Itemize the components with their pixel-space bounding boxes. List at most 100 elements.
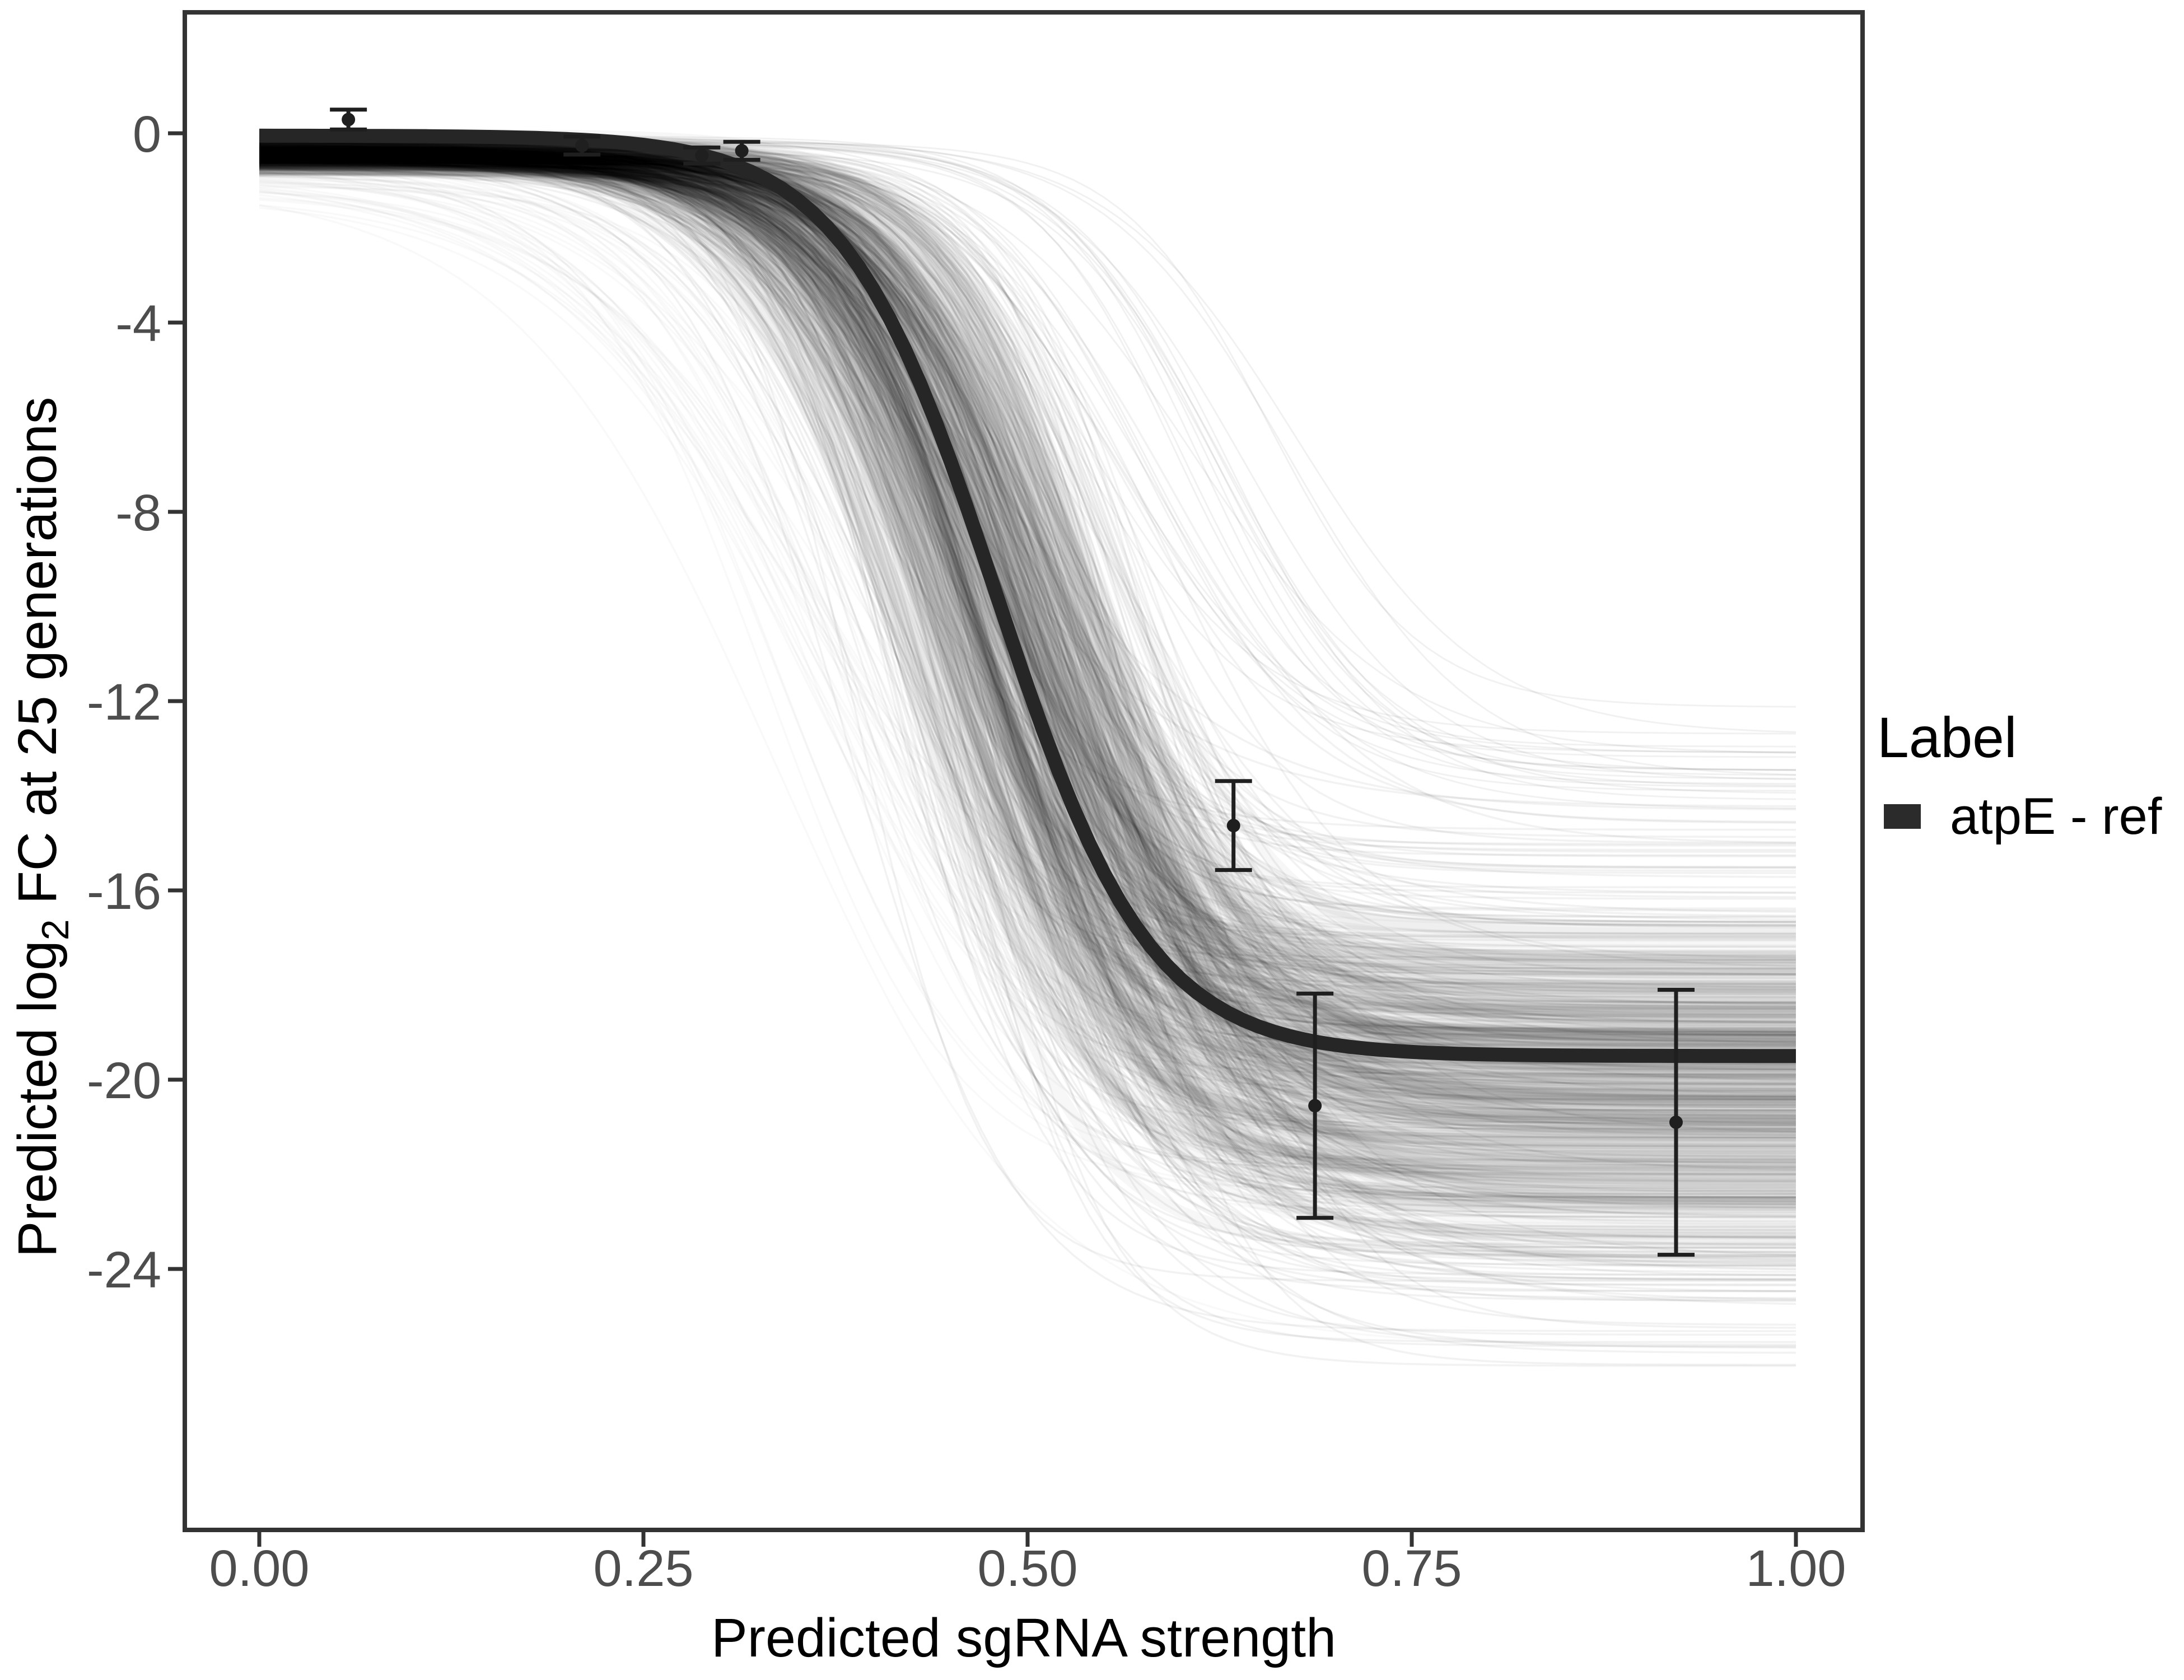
posterior-draw-curve bbox=[259, 142, 1796, 1292]
posterior-draw-curve bbox=[259, 148, 1796, 927]
posterior-draw-curve bbox=[259, 160, 1796, 1164]
posterior-draw-curve bbox=[259, 153, 1796, 991]
posterior-draw-curve bbox=[259, 153, 1796, 1098]
reference-curve bbox=[259, 128, 1796, 1063]
posterior-draw-curve bbox=[259, 162, 1796, 857]
posterior-draw-curve bbox=[259, 148, 1796, 926]
posterior-draw-curve bbox=[259, 166, 1796, 1030]
posterior-draw-curve bbox=[259, 167, 1796, 1132]
posterior-draw-curve bbox=[259, 155, 1796, 1267]
posterior-draw-curve bbox=[259, 157, 1796, 1045]
posterior-draw-curve bbox=[259, 150, 1796, 1276]
posterior-draw-curve bbox=[259, 152, 1796, 1023]
error-bar-dot bbox=[1669, 1116, 1683, 1130]
posterior-draw-curve bbox=[259, 172, 1796, 1249]
posterior-draw-curve bbox=[259, 151, 1796, 1101]
posterior-draw-curve bbox=[259, 161, 1796, 1076]
posterior-draw-curve bbox=[259, 159, 1796, 1173]
posterior-draw-curve bbox=[259, 155, 1796, 973]
posterior-draw-curve bbox=[259, 162, 1796, 1366]
panel-background bbox=[185, 12, 1863, 1530]
posterior-draw-curve bbox=[259, 154, 1796, 1211]
error-bar-dot bbox=[342, 113, 356, 127]
posterior-draw-curve bbox=[259, 173, 1796, 923]
posterior-draw-curve bbox=[259, 158, 1796, 1023]
posterior-draw-curve bbox=[259, 161, 1796, 969]
posterior-draw-curve bbox=[259, 148, 1796, 1096]
posterior-draw-curve bbox=[259, 150, 1796, 956]
y-tick-label: -8 bbox=[115, 484, 161, 542]
posterior-draw-curve bbox=[259, 174, 1796, 856]
posterior-draw-curve bbox=[259, 156, 1796, 1046]
posterior-draw-curve bbox=[259, 159, 1796, 1130]
posterior-draw-curve bbox=[259, 148, 1796, 1064]
posterior-draw-curve bbox=[259, 169, 1796, 1037]
posterior-draw-curve bbox=[259, 169, 1796, 1010]
posterior-draw-curve bbox=[259, 144, 1796, 758]
posterior-draw-curve bbox=[259, 143, 1796, 748]
posterior-draw-curve bbox=[259, 162, 1796, 1222]
error-bar-dot bbox=[735, 144, 749, 158]
posterior-draw-curve bbox=[259, 160, 1796, 1170]
posterior-draw-curve bbox=[259, 153, 1796, 961]
posterior-draw-curve bbox=[259, 152, 1796, 1138]
posterior-draw-curve bbox=[259, 148, 1796, 1033]
posterior-draw-curve bbox=[259, 147, 1796, 869]
posterior-draw-curve bbox=[259, 156, 1796, 959]
posterior-draw-curve bbox=[259, 164, 1796, 964]
posterior-draw-curve bbox=[259, 160, 1796, 1281]
posterior-draw-curve bbox=[259, 147, 1796, 918]
y-axis-title-pre: Predicted log bbox=[7, 940, 68, 1257]
posterior-draw-curve bbox=[259, 160, 1796, 1258]
posterior-draw-curve bbox=[259, 147, 1796, 1301]
ref-curve-line bbox=[259, 128, 1796, 1063]
posterior-draw-curve bbox=[259, 153, 1796, 1266]
y-tick-label: -24 bbox=[87, 1242, 161, 1299]
posterior-draw-curve bbox=[259, 155, 1796, 1188]
posterior-draw-curve bbox=[259, 152, 1796, 1191]
posterior-draw-curve bbox=[259, 167, 1796, 1217]
y-axis-ticks: 0 -4 -8 -12 -16 -20 -24 bbox=[87, 106, 183, 1299]
posterior-draw-curve bbox=[259, 155, 1796, 1273]
posterior-draw-curve bbox=[259, 161, 1796, 988]
posterior-draw-curve bbox=[259, 161, 1796, 1238]
posterior-draw-curve bbox=[259, 151, 1796, 1265]
posterior-draw-curve bbox=[259, 152, 1796, 1040]
posterior-draw-curve bbox=[259, 147, 1796, 1066]
posterior-draw-curve bbox=[259, 168, 1796, 1164]
posterior-draw-curve bbox=[259, 150, 1796, 787]
posterior-draw-curve bbox=[259, 147, 1796, 1189]
posterior-draw-curves bbox=[259, 133, 1796, 1367]
posterior-draw-curve bbox=[259, 158, 1796, 1092]
posterior-draw-curve bbox=[259, 158, 1796, 1133]
posterior-draw-curve bbox=[259, 152, 1796, 1164]
posterior-draw-curve bbox=[259, 151, 1796, 1119]
posterior-draw-curve bbox=[259, 158, 1796, 1004]
legend-key-swatch bbox=[1884, 804, 1921, 829]
error-bar-point bbox=[723, 139, 760, 162]
posterior-draw-curve bbox=[259, 155, 1796, 1121]
posterior-draw-curve bbox=[259, 162, 1796, 889]
posterior-draw-curve bbox=[259, 151, 1796, 1198]
posterior-draw-curve bbox=[259, 160, 1796, 1006]
posterior-draw-curve bbox=[259, 151, 1796, 1198]
posterior-draw-curve bbox=[259, 144, 1796, 995]
posterior-draw-curve bbox=[259, 154, 1796, 928]
posterior-draw-curve bbox=[259, 151, 1796, 1169]
error-bar-dot bbox=[1226, 819, 1240, 833]
posterior-draw-curve bbox=[259, 142, 1796, 1126]
posterior-draw-curve bbox=[259, 151, 1796, 986]
posterior-draw-curve bbox=[259, 162, 1796, 1020]
posterior-draw-curve bbox=[259, 168, 1796, 1332]
posterior-draw-curve bbox=[259, 151, 1796, 1025]
posterior-draw-curve bbox=[259, 153, 1796, 1095]
posterior-draw-curve bbox=[259, 148, 1796, 1257]
posterior-draw-curve bbox=[259, 156, 1796, 1136]
posterior-draw-curve bbox=[259, 156, 1796, 1228]
posterior-draw-curve bbox=[259, 148, 1796, 1206]
posterior-draw-curve bbox=[259, 147, 1796, 1183]
x-tick-label: 0.75 bbox=[1361, 1540, 1462, 1597]
y-tick-label: -4 bbox=[115, 295, 161, 352]
posterior-draw-curve bbox=[259, 139, 1796, 1090]
